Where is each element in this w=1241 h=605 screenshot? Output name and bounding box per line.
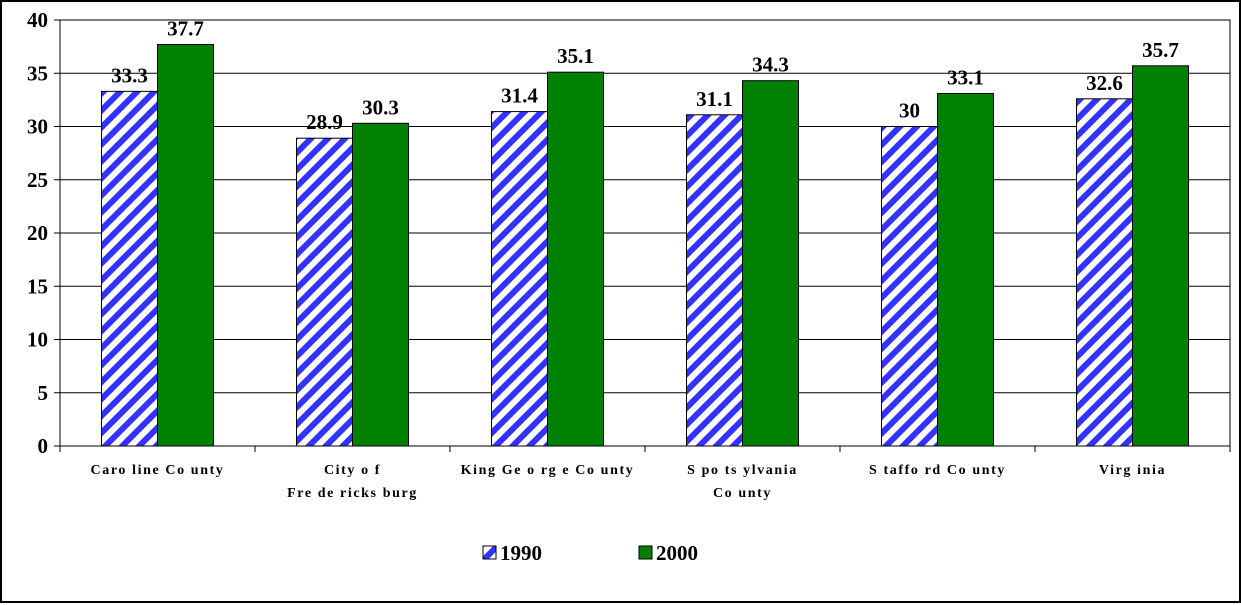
data-label-2000: 37.7: [167, 16, 204, 40]
y-tick-label: 15: [27, 274, 48, 298]
labels: 33.3 37.7 Caro line Co unty 28.9 30.3 City o …: [91, 16, 1179, 501]
y-tick-label: 5: [38, 381, 49, 405]
data-label-2000: 35.7: [1142, 38, 1179, 62]
bar-1990: [1076, 98, 1133, 447]
x-category-label-line: Co unty: [713, 486, 772, 501]
legend-swatch-1990: [482, 545, 497, 560]
bar-2000: [157, 43, 214, 447]
legend-swatch-2000: [638, 545, 653, 560]
bar-2000: [937, 92, 994, 447]
y-tick-label: 35: [27, 61, 48, 85]
data-label-2000: 33.1: [947, 65, 984, 89]
x-category-label-line: King Ge o rg e Co unty: [461, 463, 635, 478]
y-tick-label: 30: [27, 115, 48, 139]
bar-1990: [881, 126, 938, 447]
x-category-label: King Ge o rg e Co unty: [461, 463, 635, 478]
data-label-1990: 31.1: [696, 87, 733, 111]
bar-2000: [742, 80, 799, 447]
x-category-label: Virg inia: [1099, 463, 1166, 478]
y-tick-label: 40: [27, 8, 48, 32]
bar-2000: [547, 71, 604, 447]
x-category-label: Caro line Co unty: [91, 463, 225, 478]
y-tick-label: 20: [27, 221, 48, 245]
legend-label-2000: 2000: [656, 541, 698, 565]
data-label-2000: 35.1: [557, 44, 594, 68]
data-label-1990: 33.3: [111, 63, 148, 87]
x-category-label: S taffo rd Co unty: [869, 463, 1006, 478]
bars: [101, 43, 1189, 447]
data-label-1990: 31.4: [501, 84, 538, 108]
x-category-label-line: City o f: [324, 463, 381, 478]
y-tick-label: 0: [38, 434, 49, 458]
bar-1990: [686, 114, 743, 447]
data-label-1990: 32.6: [1086, 71, 1123, 95]
axes: 0 5 10 15 20 25 30 35 40: [27, 8, 1231, 458]
bar-1990: [101, 90, 158, 447]
bar-1990: [491, 111, 548, 447]
x-category-label-line: Fre de ricks burg: [287, 486, 418, 501]
y-tick-label: 10: [27, 328, 48, 352]
x-category-label: City o f Fre de ricks burg: [287, 463, 418, 501]
y-tick-label: 25: [27, 168, 48, 192]
legend: 1990 2000: [482, 541, 698, 565]
x-category-label-line: S taffo rd Co unty: [869, 463, 1006, 478]
x-category-label: S po ts ylvania Co unty: [687, 463, 798, 501]
data-label-2000: 30.3: [362, 95, 399, 119]
data-label-2000: 34.3: [752, 53, 789, 77]
data-label-1990: 28.9: [306, 110, 343, 134]
bar-2000: [352, 122, 409, 447]
x-category-label-line: Caro line Co unty: [91, 463, 225, 478]
data-label-1990: 30: [899, 99, 920, 123]
bar-1990: [296, 137, 353, 447]
gridlines: [60, 19, 1230, 394]
bar-2000: [1132, 65, 1189, 447]
x-category-label-line: S po ts ylvania: [687, 463, 798, 478]
x-category-label-line: Virg inia: [1099, 463, 1166, 478]
legend-label-1990: 1990: [500, 541, 542, 565]
